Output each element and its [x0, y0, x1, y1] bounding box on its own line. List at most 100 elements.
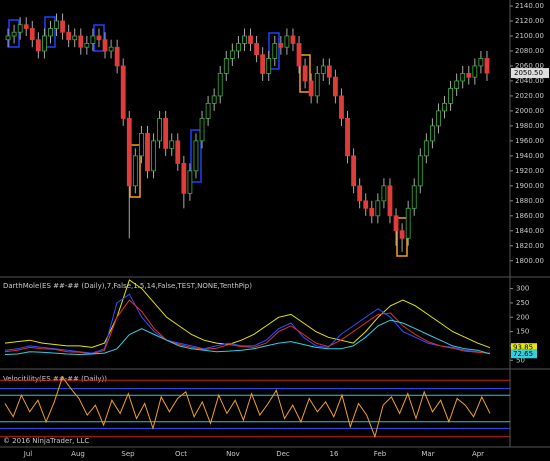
candle-body — [199, 117, 205, 142]
candle-body — [381, 185, 387, 202]
indicator-line — [4, 299, 491, 355]
candle-body — [211, 95, 217, 104]
candle-body — [48, 28, 53, 37]
candle-body — [399, 230, 405, 239]
candle-body — [132, 155, 138, 187]
candle-body — [102, 39, 108, 52]
candle-body — [345, 117, 350, 157]
candle-body — [430, 125, 435, 142]
candle-body — [90, 35, 96, 44]
signal-box — [8, 19, 20, 48]
candle-body — [29, 28, 35, 41]
candle-body — [11, 31, 17, 37]
candle-body — [145, 132, 150, 172]
candle-body — [472, 65, 478, 78]
y-tick-label: 1900.00 — [515, 182, 544, 190]
candle-body — [175, 140, 181, 164]
candle-body — [405, 207, 411, 239]
y-tick-label: 1920.00 — [515, 167, 544, 175]
candle-body — [260, 54, 266, 74]
candle-body — [151, 140, 156, 172]
y-tick-label: 2140.00 — [515, 2, 544, 10]
signal-box — [190, 129, 202, 183]
x-tick-label: Dec — [276, 450, 290, 458]
y-tick-label: 200 — [516, 313, 529, 321]
y-tick-label: 1800.00 — [515, 257, 544, 265]
last-price-box — [511, 68, 549, 79]
candle-body — [351, 155, 356, 187]
candle-body — [35, 39, 41, 52]
candle-body — [72, 35, 78, 41]
signal-box — [44, 16, 56, 48]
x-tick-label: 16 — [330, 450, 339, 458]
candle-body — [442, 103, 447, 112]
y-tick-label: 1940.00 — [515, 152, 544, 160]
x-tick-label: Apr — [472, 450, 484, 458]
y-tick-label: 2020.00 — [515, 92, 544, 100]
copyright: © 2016 NinjaTrader, LLC — [3, 437, 89, 445]
candle-body — [205, 103, 211, 119]
candle-body — [290, 35, 296, 44]
candle-body — [120, 65, 126, 119]
candle-body — [96, 35, 102, 41]
candle-body — [139, 132, 144, 157]
x-tick-label: Oct — [175, 450, 187, 458]
candle-body — [78, 35, 84, 48]
candle-body — [236, 43, 241, 52]
last-value-label: 72.65 — [513, 350, 533, 358]
x-tick-label: Feb — [374, 450, 387, 458]
candle-body — [254, 43, 259, 56]
candle-body — [114, 46, 120, 67]
y-tick-label: 1860.00 — [515, 212, 544, 220]
candle-body — [126, 117, 132, 187]
candle-body — [466, 73, 472, 78]
candle-body — [308, 80, 314, 97]
candle-body — [284, 35, 290, 48]
candle-body — [84, 43, 90, 48]
y-tick-label: 50 — [516, 356, 525, 364]
candle-body — [108, 46, 114, 52]
candle-body — [411, 185, 417, 209]
candle-body — [23, 24, 29, 29]
candle-body — [423, 140, 429, 157]
candle-body — [60, 20, 65, 33]
candle-body — [242, 35, 247, 44]
last-value-label: 93.85 — [513, 344, 533, 352]
y-tick-label: 1880.00 — [515, 197, 544, 205]
x-tick-label: Jul — [23, 450, 33, 458]
candle-body — [320, 65, 326, 74]
y-tick-label: 1960.00 — [515, 137, 544, 145]
candle-body — [436, 110, 441, 127]
x-tick-label: Mar — [421, 450, 434, 458]
y-tick-label: 2080.00 — [515, 47, 544, 55]
candle-body — [248, 35, 253, 44]
candle-body — [217, 73, 223, 97]
candle-body — [54, 20, 59, 29]
candle-body — [272, 43, 278, 59]
y-tick-label: 250 — [516, 299, 529, 307]
candle-body — [375, 200, 381, 217]
candle-body — [296, 43, 302, 67]
candle-body — [369, 207, 375, 217]
candle-body — [302, 65, 308, 82]
y-tick-label: 2100.00 — [515, 32, 544, 40]
y-tick-label: 2000.00 — [515, 107, 544, 115]
y-tick-label: 1840.00 — [515, 227, 544, 235]
candle-body — [169, 140, 175, 149]
y-tick-label: 150 — [516, 328, 529, 336]
candle-body — [339, 95, 344, 119]
candle-body — [387, 185, 393, 217]
candle-body — [478, 58, 484, 67]
candle-body — [357, 185, 363, 202]
candle-body — [314, 73, 320, 97]
candle-body — [223, 58, 229, 74]
candle-body — [333, 76, 338, 97]
candle-body — [266, 58, 272, 74]
candle-body — [278, 43, 284, 48]
candle-body — [181, 162, 187, 194]
candle-body — [163, 117, 169, 149]
last-price-label: 2050.50 — [514, 69, 543, 77]
indicator-line — [4, 319, 491, 356]
x-axis: Jul Aug Sep Oct Nov Dec 16 Feb Mar Apr — [23, 450, 484, 458]
